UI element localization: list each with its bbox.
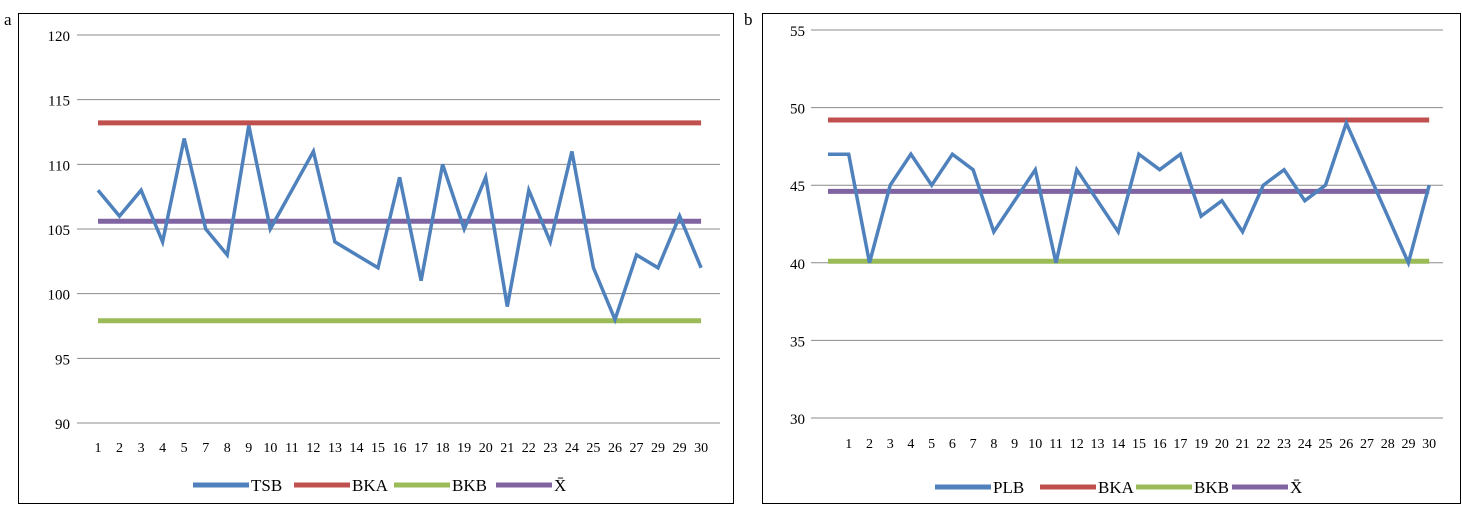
chart-b-x-tick-label: 10 bbox=[1028, 437, 1042, 452]
chart-a-x-tick-label: 11 bbox=[285, 441, 298, 456]
chart-b-x-tick-label: 27 bbox=[1360, 437, 1374, 452]
chart-a-x-tick-label: 2 bbox=[116, 441, 123, 456]
chart-a-x-tick-label: 7 bbox=[202, 441, 209, 456]
chart-a-x-tick-label: 9 bbox=[245, 441, 252, 456]
chart-b-x-tick-label: 13 bbox=[1090, 437, 1104, 452]
chart-a-y-tick-label: 100 bbox=[48, 288, 71, 304]
chart-a-x-tick-label: 14 bbox=[349, 441, 363, 456]
chart-a-x-tick-label: 4 bbox=[159, 441, 166, 456]
chart-b-x-tick-label: 29 bbox=[1401, 437, 1415, 452]
chart-b-x-tick-label: 6 bbox=[949, 437, 956, 452]
chart-a-x-tick-label: 15 bbox=[371, 441, 385, 456]
chart-a-x-tick-label: 30 bbox=[694, 441, 708, 456]
chart-a-y-tick-label: 90 bbox=[55, 417, 70, 433]
chart-b-legend-label: BKB bbox=[1194, 478, 1229, 497]
panel-label-a: a bbox=[4, 10, 12, 29]
chart-b-x-tick-label: 1 bbox=[845, 437, 852, 452]
chart-a-x-tick-label: 25 bbox=[586, 441, 600, 456]
chart-b-x-tick-label: 22 bbox=[1256, 437, 1270, 452]
chart-a-x-tick-label: 29 bbox=[673, 441, 687, 456]
panel-label-b: b bbox=[744, 10, 753, 29]
chart-a-y-tick-label: 110 bbox=[48, 158, 70, 174]
chart-a-x-tick-label: 24 bbox=[565, 441, 579, 456]
chart-a-x-tick-label: 23 bbox=[543, 441, 557, 456]
chart-a-x-tick-label: 20 bbox=[479, 441, 493, 456]
chart-b-x-tick-label: 21 bbox=[1236, 437, 1250, 452]
chart-a-legend-label: X̄ bbox=[554, 476, 566, 495]
chart-b-legend-label: BKA bbox=[1098, 478, 1135, 497]
chart-b-x-tick-label: 20 bbox=[1215, 437, 1229, 452]
chart-b-x-tick-label: 28 bbox=[1381, 437, 1395, 452]
chart-b-y-tick-label: 50 bbox=[790, 102, 805, 118]
chart-a-legend-label: BKA bbox=[352, 476, 389, 495]
chart-b-x-tick-label: 15 bbox=[1132, 437, 1146, 452]
chart-a-x-tick-label: 17 bbox=[414, 441, 428, 456]
chart-b-x-tick-label: 23 bbox=[1277, 437, 1291, 452]
chart-b-frame: 30 35 40 45 50 55 1 2 3 4 5 6 7 8 9 10 11 12 13 14 15 16 17 19 2… bbox=[762, 13, 1461, 504]
chart-a-y-tick-label: 120 bbox=[48, 29, 71, 45]
chart-a-x-tick-label: 3 bbox=[138, 441, 145, 456]
chart-a-x-tick-label: 13 bbox=[328, 441, 342, 456]
chart-b-x-tick-label: 8 bbox=[990, 437, 997, 452]
chart-b-x-tick-label: 4 bbox=[907, 437, 914, 452]
chart-a-x-tick-label: 5 bbox=[181, 441, 188, 456]
chart-b-x-tick-label: 26 bbox=[1339, 437, 1353, 452]
chart-a-x-tick-label: 1 bbox=[95, 441, 102, 456]
chart-a-x-tick-label: 8 bbox=[224, 441, 231, 456]
chart-b-x-tick-label: 19 bbox=[1194, 437, 1208, 452]
chart-a-x-tick-label: 12 bbox=[306, 441, 320, 456]
chart-a-y-tick-label: 95 bbox=[55, 352, 70, 368]
chart-a-legend-label: BKB bbox=[452, 476, 487, 495]
chart-b-x-tick-label: 5 bbox=[928, 437, 935, 452]
chart-b-legend-label: PLB bbox=[993, 478, 1024, 497]
chart-b-x-tick-label: 25 bbox=[1319, 437, 1333, 452]
chart-b-x-tick-label: 30 bbox=[1422, 437, 1436, 452]
chart-b-y-tick-label: 35 bbox=[790, 334, 805, 350]
chart-b-series-plb-line bbox=[828, 118, 1431, 269]
chart-b-x-tick-label: 2 bbox=[866, 437, 873, 452]
chart-a-x-tick-label: 18 bbox=[436, 441, 450, 456]
chart-a-x-tick-label: 21 bbox=[500, 441, 514, 456]
chart-b-x-tick-label: 17 bbox=[1173, 437, 1187, 452]
chart-b-x-tick-label: 12 bbox=[1070, 437, 1084, 452]
chart-b-x-tick-label: 14 bbox=[1111, 437, 1125, 452]
chart-a-x-tick-label: 26 bbox=[608, 441, 622, 456]
chart-a-x-tick-label: 10 bbox=[263, 441, 277, 456]
chart-b-y-tick-label: 40 bbox=[790, 257, 805, 273]
chart-a-frame: 90 95 100 105 110 115 120 1 2 3 4 5 7 8 9 10 11 12 13 14 15 1… bbox=[18, 13, 734, 504]
chart-a-x-tick-label: 29 bbox=[651, 441, 665, 456]
chart-a-x-tick-label: 27 bbox=[630, 441, 644, 456]
chart-a-y-tick-label: 115 bbox=[48, 94, 70, 110]
chart-b-x-tick-label: 3 bbox=[887, 437, 894, 452]
chart-a-x-tick-label: 16 bbox=[393, 441, 407, 456]
chart-a-legend-label: TSB bbox=[251, 476, 282, 495]
chart-b-legend-label: X̄ bbox=[1290, 478, 1302, 497]
chart-b-y-tick-label: 55 bbox=[790, 24, 805, 40]
chart-b-x-tick-label: 11 bbox=[1049, 437, 1062, 452]
chart-a-series-tsb-line bbox=[96, 125, 703, 325]
chart-b-x-tick-label: 16 bbox=[1153, 437, 1167, 452]
chart-b-y-tick-label: 45 bbox=[790, 179, 805, 195]
chart-a-x-tick-label: 19 bbox=[457, 441, 471, 456]
chart-b-x-tick-label: 7 bbox=[970, 437, 977, 452]
chart-b-x-tick-label: 24 bbox=[1298, 437, 1312, 452]
chart-a-x-tick-label: 22 bbox=[522, 441, 536, 456]
chart-a-y-tick-label: 105 bbox=[48, 223, 71, 239]
chart-b-x-tick-label: 9 bbox=[1011, 437, 1018, 452]
chart-b-y-tick-label: 30 bbox=[790, 412, 805, 428]
